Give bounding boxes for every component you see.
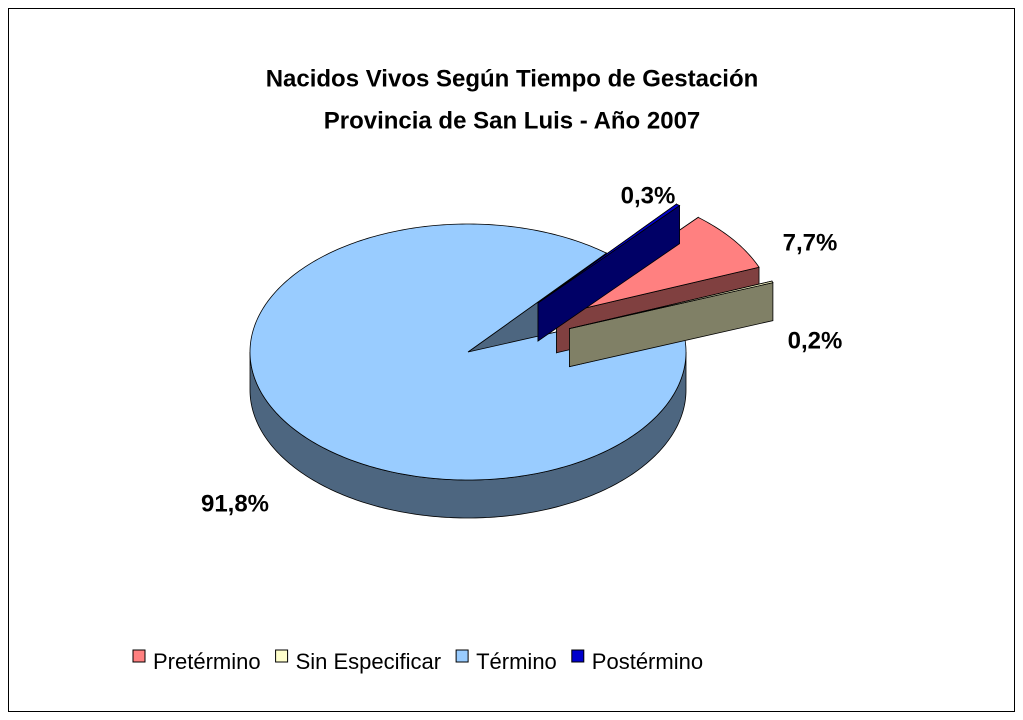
slice-top	[249, 223, 687, 481]
data-label: 7,7%	[783, 229, 838, 256]
legend-swatch	[571, 649, 585, 663]
chart-subtitle: Provincia de San Luis - Año 2007	[324, 107, 701, 134]
legend-label: Sin Especificar	[296, 649, 442, 674]
data-label: 0,3%	[621, 182, 676, 209]
legend-label: Postérmino	[592, 649, 703, 674]
legend-label: Pretérmino	[153, 649, 261, 674]
legend-swatch	[455, 649, 469, 663]
legend-swatch	[132, 649, 146, 663]
data-label: 0,2%	[788, 327, 843, 354]
chart-title: Nacidos Vivos Según Tiempo de Gestación	[266, 65, 759, 92]
legend-label: Término	[476, 649, 557, 674]
slice-top	[537, 203, 681, 304]
legend-swatch	[275, 649, 289, 663]
slice-top	[569, 280, 774, 330]
data-label: 91,8%	[201, 490, 269, 517]
pie-slice	[537, 203, 681, 342]
pie-slice	[569, 280, 774, 368]
